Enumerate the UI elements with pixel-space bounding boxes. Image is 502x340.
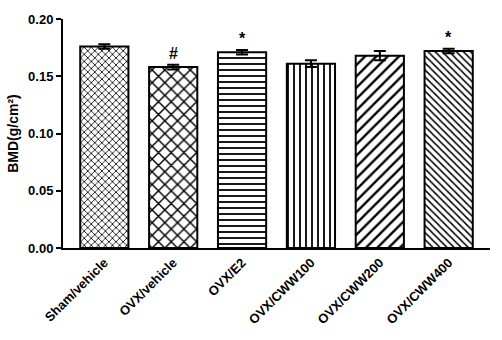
- svg-text:0.10: 0.10: [28, 126, 53, 141]
- svg-text:*: *: [445, 29, 452, 46]
- svg-text:*: *: [239, 30, 246, 47]
- svg-text:OVX/CWW100: OVX/CWW100: [246, 255, 318, 327]
- svg-text:0.00: 0.00: [28, 241, 53, 256]
- svg-text:OVX/vehicle: OVX/vehicle: [116, 255, 180, 319]
- svg-text:BMD(g/cm²): BMD(g/cm²): [5, 94, 21, 173]
- svg-text:#: #: [169, 45, 178, 62]
- svg-text:OVX/CWW200: OVX/CWW200: [315, 255, 387, 327]
- svg-text:0.05: 0.05: [28, 183, 53, 198]
- svg-text:OVX/E2: OVX/E2: [205, 255, 249, 299]
- svg-text:0.20: 0.20: [28, 12, 53, 27]
- svg-text:0.15: 0.15: [28, 69, 53, 84]
- svg-text:Sham/vehicle: Sham/vehicle: [42, 255, 111, 324]
- svg-text:OVX/CWW400: OVX/CWW400: [383, 255, 455, 327]
